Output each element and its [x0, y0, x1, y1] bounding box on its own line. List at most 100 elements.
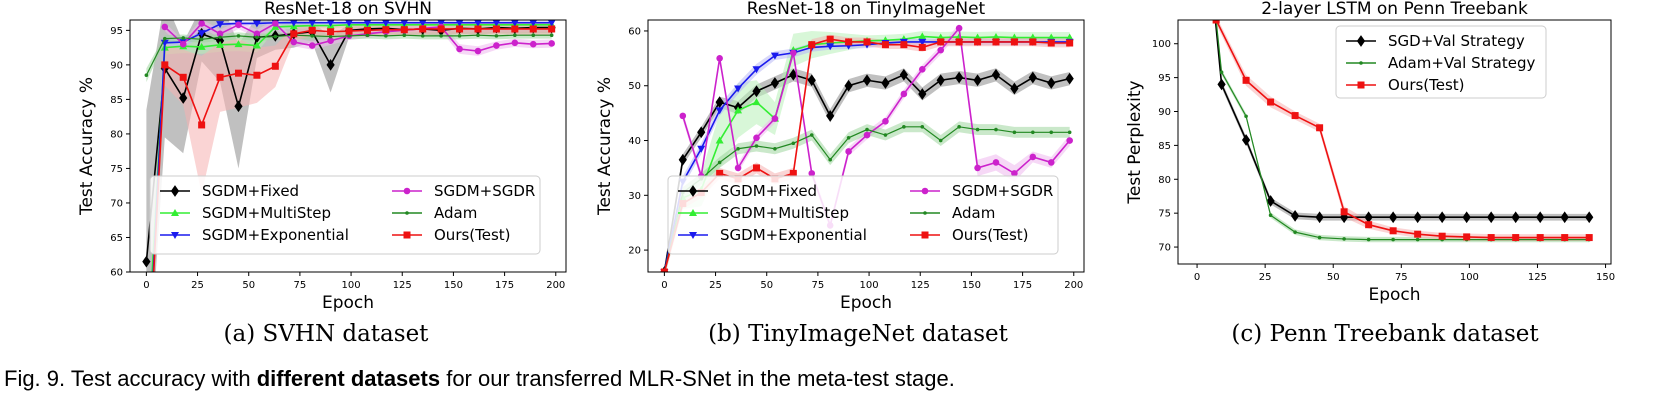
- legend-label: SGDM+Fixed: [720, 182, 817, 200]
- data-point-ours-test: [327, 28, 334, 35]
- data-point-ours-test: [845, 38, 852, 45]
- data-point-adam-val-strategy: [1416, 238, 1420, 242]
- data-point-ours-test: [1292, 112, 1299, 119]
- legend-label: SGDM+Exponential: [720, 226, 867, 244]
- data-point-adam: [550, 33, 554, 37]
- data-point-sgdm-sgdr: [456, 46, 463, 53]
- x-tick-label: 200: [1064, 280, 1083, 291]
- data-point-sgdm-sgdr: [272, 20, 279, 27]
- data-point-adam-val-strategy: [1269, 213, 1273, 217]
- data-point-ours-test: [1243, 77, 1250, 84]
- x-tick-label: 150: [962, 280, 981, 291]
- data-point-adam: [163, 37, 167, 41]
- caption-bold: different datasets: [257, 366, 440, 391]
- caption-suffix: for our transferred MLR-SNet in the meta…: [440, 366, 955, 391]
- data-point-adam-val-strategy: [1244, 114, 1248, 118]
- data-point-sgdm-sgdr: [974, 165, 981, 172]
- legend-label: SGDM+SGDR: [434, 182, 535, 200]
- data-point-sgdm-sgdr: [475, 48, 482, 55]
- data-point-ours-test: [992, 38, 999, 45]
- data-point-sgdm-sgdr: [493, 42, 500, 49]
- data-point-ours-test: [1586, 234, 1593, 241]
- data-point-sgdm-sgdr: [753, 134, 760, 141]
- y-axis-label: Test Perplexity: [1125, 80, 1145, 204]
- legend-label: Adam: [952, 204, 995, 222]
- data-point-sgd-val-strategy: [1561, 212, 1568, 222]
- y-tick-label: 60: [628, 26, 641, 37]
- data-point-ours-test: [974, 38, 981, 45]
- data-point-sgdm-sgdr: [290, 39, 297, 46]
- data-point-adam: [347, 34, 351, 38]
- x-tick-label: 50: [760, 280, 773, 291]
- data-point-adam: [329, 35, 333, 39]
- data-point-adam: [920, 125, 924, 129]
- x-tick-label: 100: [860, 280, 879, 291]
- data-point-ours-test: [1439, 233, 1446, 240]
- x-tick-label: 25: [191, 280, 204, 291]
- x-axis-label: Epoch: [1368, 285, 1420, 305]
- data-point-sgdm-sgdr: [735, 165, 742, 172]
- legend-label: Ours(Test): [952, 226, 1029, 244]
- data-point-ours-test: [1267, 99, 1274, 106]
- data-point-adam: [421, 34, 425, 38]
- data-point-sgd-val-strategy: [1414, 212, 1421, 222]
- data-point-adam: [792, 141, 796, 145]
- data-point-adam: [1049, 131, 1053, 135]
- y-tick-label: 75: [1158, 209, 1171, 220]
- data-point-ours-test: [530, 25, 537, 32]
- data-point-sgdm-sgdr: [512, 39, 519, 46]
- data-point-ours-test: [753, 164, 760, 171]
- data-point-ours-test: [364, 27, 371, 34]
- y-tick-label: 20: [628, 246, 641, 257]
- data-point-adam: [736, 147, 740, 151]
- data-point-ours-test: [493, 25, 500, 32]
- y-tick-label: 95: [1158, 73, 1171, 84]
- chart-legend: SGDM+FixedSGDM+MultiStepSGDM+Exponential…: [150, 176, 540, 254]
- legend-label: Ours(Test): [1388, 76, 1465, 94]
- data-point-ours-test: [900, 41, 907, 48]
- data-point-adam: [884, 133, 888, 137]
- data-point-adam-val-strategy: [1220, 70, 1224, 74]
- chart-title: ResNet-18 on TinyImageNet: [747, 0, 986, 19]
- data-point-ours-test: [1341, 208, 1348, 215]
- data-point-sgd-val-strategy: [1463, 212, 1470, 222]
- data-point-ours-test: [808, 41, 815, 48]
- data-point-sgdm-sgdr: [1048, 159, 1055, 166]
- data-point-adam: [718, 161, 722, 165]
- data-point-adam: [531, 33, 535, 37]
- y-tick-label: 85: [1158, 141, 1171, 152]
- y-tick-label: 70: [110, 198, 123, 209]
- data-point-adam: [458, 34, 462, 38]
- data-point-ours-test: [382, 26, 389, 33]
- data-point-adam: [939, 139, 943, 143]
- data-point-ours-test: [1537, 234, 1544, 241]
- data-point-ours-test: [1414, 231, 1421, 238]
- data-point-ours-test: [1390, 227, 1397, 234]
- x-tick-label: 125: [911, 280, 930, 291]
- x-tick-label: 100: [1460, 272, 1479, 283]
- data-point-adam: [274, 35, 278, 39]
- legend-swatch-marker: [1359, 61, 1363, 65]
- data-point-adam: [439, 34, 443, 38]
- data-point-sgdm-sgdr: [198, 20, 205, 27]
- x-axis-label: Epoch: [840, 293, 892, 313]
- data-point-sgd-val-strategy: [1390, 212, 1397, 222]
- data-point-ours-test: [438, 25, 445, 32]
- data-point-adam: [828, 158, 832, 162]
- data-point-adam-val-strategy: [1342, 237, 1346, 241]
- subcaption-a: (a) SVHN dataset: [224, 321, 430, 347]
- data-point-adam: [237, 34, 241, 38]
- data-point-sgdm-sgdr: [901, 91, 908, 98]
- data-point-sgd-val-strategy: [1537, 212, 1544, 222]
- data-point-adam: [1013, 131, 1017, 135]
- x-tick-label: 50: [1327, 272, 1340, 283]
- y-tick-label: 30: [628, 191, 641, 202]
- y-tick-label: 60: [110, 268, 123, 279]
- x-tick-label: 75: [1395, 272, 1408, 283]
- data-point-ours-test: [401, 26, 408, 33]
- legend-swatch-marker: [922, 188, 929, 195]
- data-point-sgdm-sgdr: [790, 50, 797, 57]
- data-point-sgdm-sgdr: [309, 42, 316, 49]
- data-point-sgdm-sgdr: [716, 55, 723, 62]
- legend-label: SGDM+Exponential: [202, 226, 349, 244]
